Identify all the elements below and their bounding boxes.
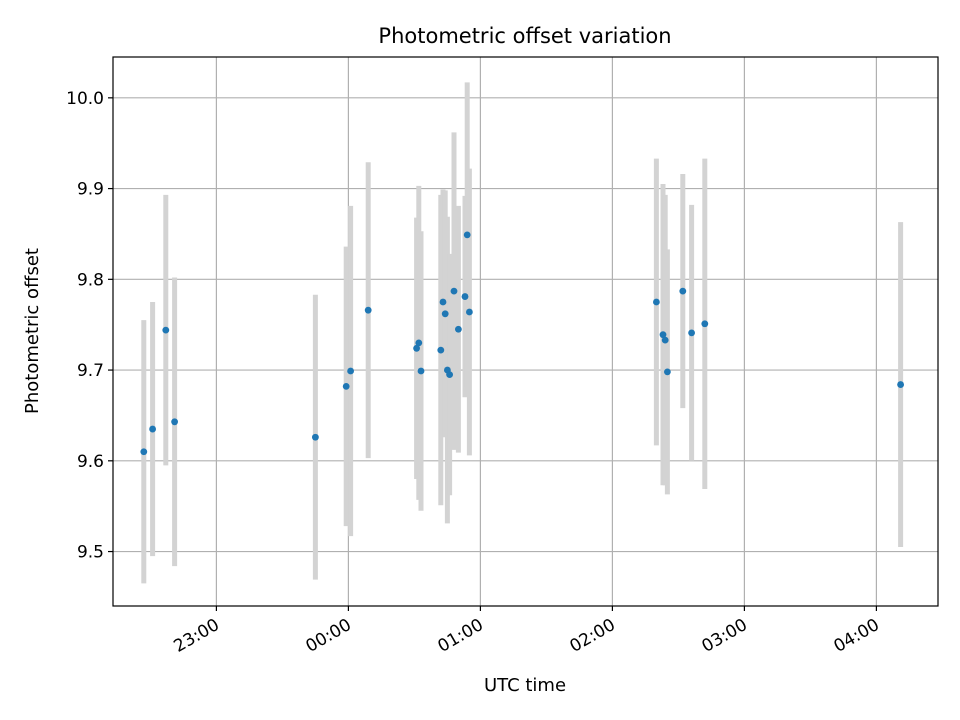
- data-point: [342, 383, 350, 390]
- data-point: [162, 326, 170, 334]
- data-point: [455, 325, 462, 333]
- x-axis-label: UTC time: [484, 675, 566, 696]
- data-point: [661, 336, 669, 344]
- data-point: [466, 308, 473, 316]
- data-point: [701, 320, 709, 328]
- data-point: [417, 367, 425, 375]
- data-point: [415, 339, 423, 347]
- data-point: [450, 287, 458, 295]
- data-point: [897, 381, 904, 388]
- data-point: [437, 346, 445, 354]
- data-point: [679, 287, 687, 295]
- data-point: [653, 298, 660, 306]
- y-tick-label: 9.6: [77, 452, 104, 472]
- y-tick-label: 9.7: [77, 361, 104, 381]
- y-tick-label: 9.9: [77, 180, 104, 200]
- y-tick-label: 10.0: [66, 89, 104, 109]
- data-point: [664, 368, 671, 376]
- data-point: [439, 298, 447, 306]
- data-point: [364, 306, 372, 314]
- data-point: [461, 293, 469, 300]
- data-point: [441, 310, 449, 318]
- data-point: [171, 418, 179, 426]
- plot-frame: [112, 56, 939, 607]
- y-axis-label: Photometric offset: [22, 248, 43, 414]
- data-point: [140, 448, 148, 456]
- y-tick-label: 9.5: [77, 543, 104, 563]
- data-point: [312, 433, 319, 441]
- data-point: [659, 331, 667, 339]
- data-points: [140, 231, 904, 456]
- data-point: [347, 367, 354, 375]
- chart-title: Photometric offset variation: [378, 24, 671, 48]
- data-point: [688, 329, 695, 337]
- data-point: [413, 344, 420, 352]
- data-point: [149, 425, 157, 433]
- data-point: [463, 231, 471, 239]
- data-point: [446, 371, 453, 379]
- y-axis-ticks: 9.5 9.6 9.7 9.8 9.9 10.0: [66, 89, 113, 563]
- y-tick-label: 9.8: [77, 270, 104, 290]
